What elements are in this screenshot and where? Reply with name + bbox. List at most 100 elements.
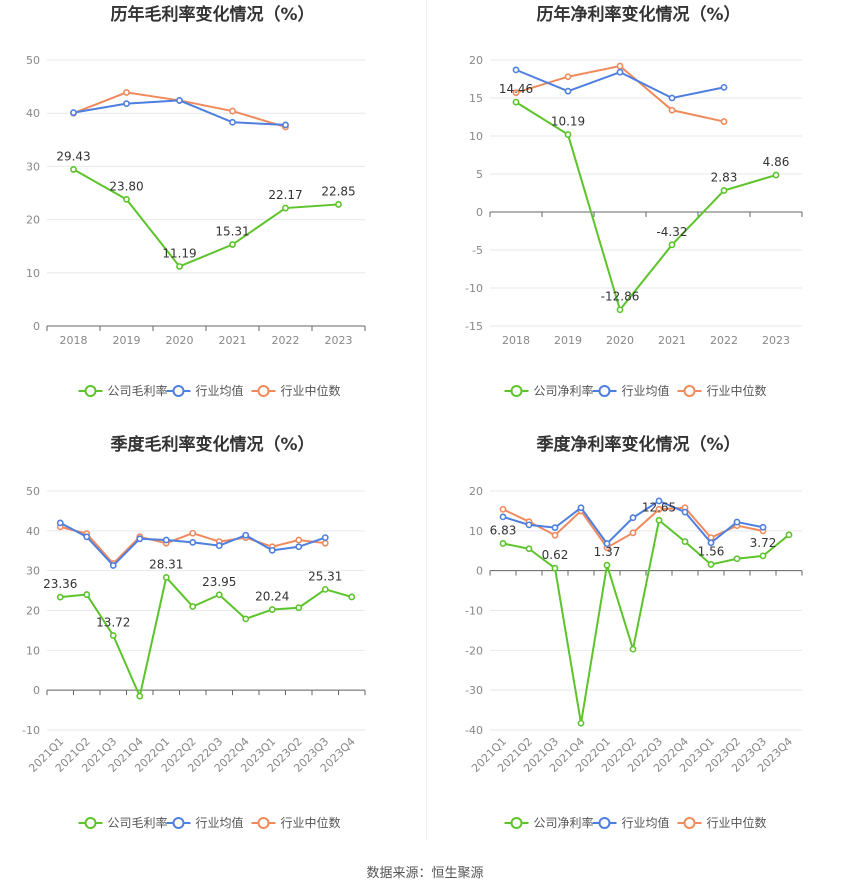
data-point bbox=[551, 564, 559, 572]
data-point bbox=[109, 562, 117, 569]
data-point bbox=[321, 534, 329, 542]
y-tick-label: 0 bbox=[33, 320, 40, 333]
quarterly-gross-margin-panel: 季度毛利率变化情况（%） -10 0 10 20 30 40 50 2021Q1 2021Q2 20… bbox=[0, 430, 425, 860]
legend-label: 公司毛利率 bbox=[108, 815, 168, 830]
legend-label: 行业中位数 bbox=[707, 383, 767, 398]
data-point bbox=[348, 593, 356, 601]
legend-item-gross[interactable]: 公司毛利率 bbox=[78, 815, 168, 830]
legend-item-avg[interactable]: 行业均值 bbox=[592, 383, 670, 398]
y-tick-label: 20 bbox=[26, 605, 40, 618]
data-label: 28.31 bbox=[149, 557, 183, 571]
legend-item-gross[interactable]: 公司毛利率 bbox=[78, 383, 168, 398]
data-label: 2.83 bbox=[711, 170, 738, 184]
legend-swatch-marker bbox=[510, 385, 523, 397]
data-label: 14.46 bbox=[499, 82, 533, 96]
data-label: 3.72 bbox=[750, 536, 777, 550]
y-tick-label: 50 bbox=[26, 485, 40, 498]
data-point bbox=[499, 513, 507, 521]
data-point bbox=[772, 171, 780, 179]
x-tick-label: 2021 bbox=[219, 334, 247, 347]
y-tick-label: -15 bbox=[465, 320, 483, 333]
legend-swatch-marker bbox=[257, 385, 270, 397]
data-point bbox=[655, 516, 663, 524]
panel-divider bbox=[426, 0, 427, 840]
data-point bbox=[512, 66, 520, 74]
data-source: 数据来源：恒生聚源 bbox=[366, 866, 484, 881]
x-tick-label: 2019 bbox=[113, 334, 141, 347]
y-tick-label: 15 bbox=[469, 92, 483, 105]
legend-item-median[interactable]: 行业中位数 bbox=[251, 383, 341, 398]
series-line bbox=[502, 518, 790, 724]
data-point bbox=[629, 645, 637, 653]
data-point bbox=[603, 540, 611, 547]
y-tick-label: 5 bbox=[476, 168, 483, 181]
x-tick-label: 2021 bbox=[658, 334, 686, 347]
data-point bbox=[564, 87, 572, 95]
data-point bbox=[525, 545, 533, 553]
data-point bbox=[56, 519, 64, 527]
data-point bbox=[321, 585, 329, 593]
data-point bbox=[295, 536, 303, 544]
data-point bbox=[295, 543, 303, 551]
chart-title: 季度净利率变化情况（%） bbox=[536, 434, 740, 455]
y-tick-label: -10 bbox=[465, 605, 483, 618]
data-point bbox=[551, 531, 559, 539]
annual-gross-margin-panel: 历年毛利率变化情况（%） 0 10 20 30 40 50 2018 2019 2020 2021 2… bbox=[0, 0, 425, 430]
legend-swatch-marker bbox=[257, 817, 270, 829]
legend-label: 行业均值 bbox=[196, 815, 244, 830]
x-tick-label: 2023 bbox=[325, 334, 353, 347]
y-tick-label: 40 bbox=[26, 525, 40, 538]
data-point bbox=[655, 497, 663, 505]
y-tick-label: 20 bbox=[26, 214, 40, 227]
data-point bbox=[162, 536, 170, 544]
data-label: 12.65 bbox=[642, 500, 676, 514]
legend-label: 行业中位数 bbox=[281, 815, 341, 830]
data-label: 6.83 bbox=[490, 523, 517, 537]
y-tick-label: 0 bbox=[33, 684, 40, 697]
data-label: 13.72 bbox=[96, 616, 130, 630]
legend-item-net[interactable]: 公司净利率 bbox=[504, 815, 594, 830]
data-point bbox=[321, 539, 329, 547]
data-point bbox=[242, 615, 250, 623]
data-point bbox=[668, 94, 676, 102]
data-point bbox=[268, 546, 276, 554]
data-label: 23.36 bbox=[43, 577, 77, 591]
data-point bbox=[512, 98, 520, 106]
chart-title: 季度毛利率变化情况（%） bbox=[110, 434, 314, 455]
legend-item-avg[interactable]: 行业均值 bbox=[592, 815, 670, 830]
data-point bbox=[707, 561, 715, 568]
data-label: 0.62 bbox=[542, 548, 569, 562]
x-tick-label: 2022 bbox=[272, 334, 300, 347]
legend-swatch-marker bbox=[683, 817, 696, 829]
data-point bbox=[707, 539, 715, 547]
y-tick-label: 50 bbox=[26, 54, 40, 67]
data-point bbox=[668, 241, 676, 249]
data-point bbox=[499, 505, 507, 513]
legend-item-median[interactable]: 行业中位数 bbox=[677, 383, 767, 398]
legend-item-net[interactable]: 公司净利率 bbox=[504, 383, 594, 398]
y-tick-label: 30 bbox=[26, 565, 40, 578]
data-point bbox=[215, 591, 223, 599]
data-point bbox=[189, 603, 197, 610]
data-point bbox=[616, 68, 624, 76]
data-point bbox=[629, 514, 637, 522]
data-point bbox=[189, 529, 197, 537]
y-tick-label: 10 bbox=[469, 525, 483, 538]
legend-item-avg[interactable]: 行业均值 bbox=[166, 815, 244, 830]
legend-label: 行业均值 bbox=[622, 383, 670, 398]
legend-item-avg[interactable]: 行业均值 bbox=[166, 383, 244, 398]
quarterly-net-margin-chart: 季度净利率变化情况（%）-40-30-20-10010202021Q12021Q… bbox=[465, 434, 803, 830]
data-point bbox=[162, 573, 170, 581]
y-tick-label: -5 bbox=[472, 244, 483, 257]
data-point bbox=[525, 521, 533, 529]
y-tick-label: -10 bbox=[22, 724, 40, 737]
y-tick-label: 10 bbox=[26, 644, 40, 657]
legend-swatch-marker bbox=[683, 385, 696, 397]
legend-item-median[interactable]: 行业中位数 bbox=[251, 815, 341, 830]
series-line bbox=[73, 99, 286, 126]
data-point bbox=[564, 73, 572, 81]
legend-item-median[interactable]: 行业中位数 bbox=[677, 815, 767, 830]
x-tick-label: 2020 bbox=[606, 334, 634, 347]
data-label: 23.80 bbox=[109, 179, 143, 193]
y-tick-label: 30 bbox=[26, 160, 40, 173]
